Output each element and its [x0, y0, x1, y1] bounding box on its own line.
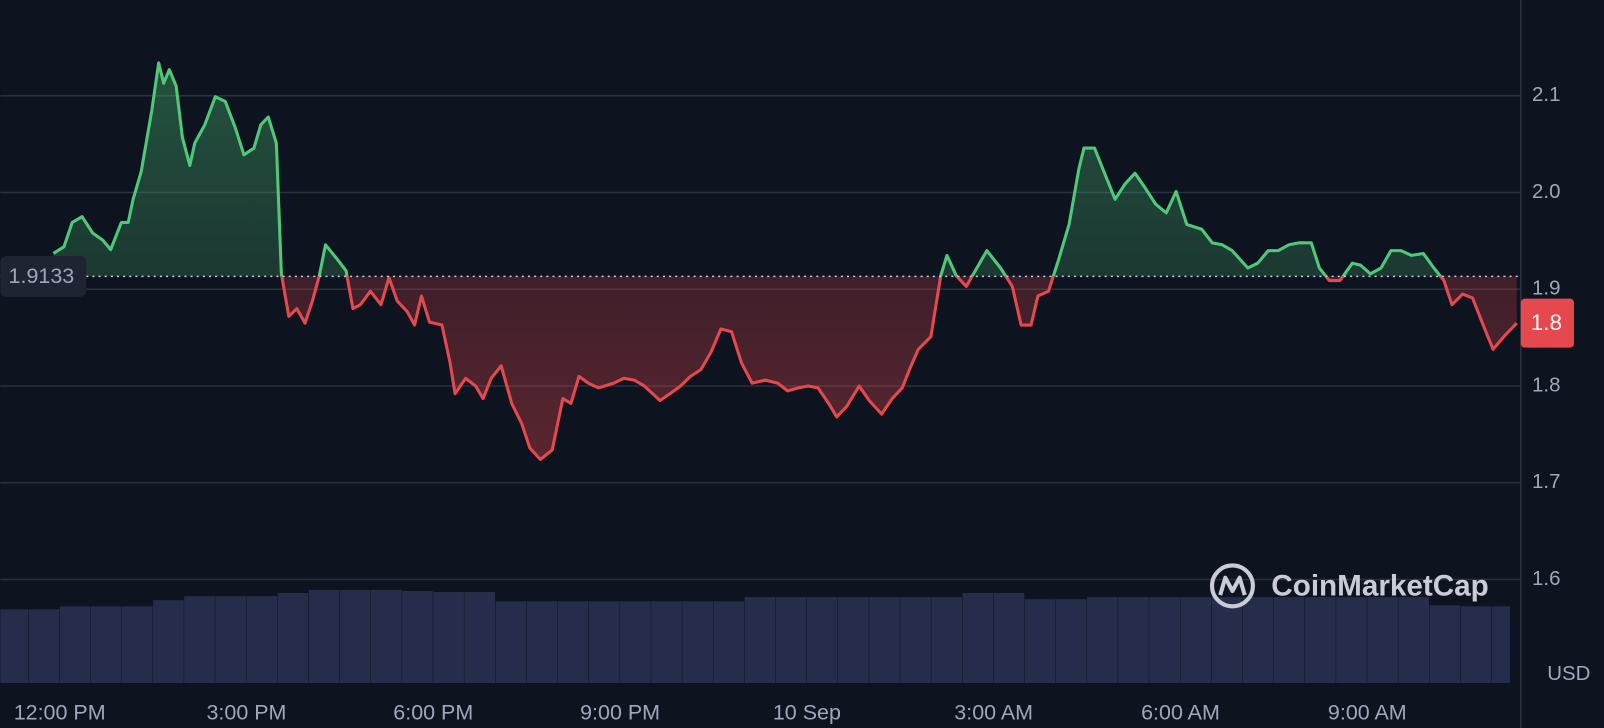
volume-bar — [1055, 599, 1087, 684]
line-down — [280, 276, 1518, 462]
price-tag — [1520, 298, 1574, 348]
volume-bar — [557, 601, 589, 684]
volume-bar — [28, 609, 60, 684]
volume-bar — [1118, 597, 1149, 684]
volume-bar — [1491, 606, 1511, 684]
price-tag-label: 1.8 — [1531, 310, 1562, 335]
x-tick-label: 3:00 PM — [206, 700, 286, 724]
y-tick-label: 1.6 — [1532, 567, 1560, 590]
y-tick-label: 2.0 — [1532, 180, 1560, 203]
volume-bar — [246, 596, 278, 684]
volume-bar — [1305, 597, 1336, 684]
volume-bar — [1087, 597, 1118, 684]
volume-bar — [1180, 597, 1212, 684]
volume-bar — [1398, 597, 1430, 684]
volume-bar — [1460, 606, 1492, 684]
plot — [0, 61, 1521, 462]
volume-bar — [713, 601, 745, 684]
x-tick-label: 6:00 AM — [1141, 700, 1220, 724]
y-tick-label: 1.7 — [1532, 470, 1560, 493]
volume-bar — [651, 601, 682, 684]
logo-icon — [1209, 563, 1255, 609]
x-tick-label: 6:00 PM — [393, 700, 473, 724]
volume-bar — [277, 593, 309, 684]
volume-bar — [806, 597, 838, 684]
volume-bar — [308, 589, 340, 684]
volume-bar — [1211, 597, 1243, 684]
volume-bar — [869, 597, 900, 684]
volume-bar — [339, 589, 371, 684]
volume-bar — [402, 590, 433, 684]
labels: 1.6 1.7 1.8 1.9 2.0 2.1 12:00 PM 3:00 PM 6:00 PM… — [0, 83, 1574, 724]
volume-bar — [744, 597, 776, 684]
volume-bar — [90, 606, 122, 684]
volume-bar — [682, 601, 713, 684]
volume-bar — [838, 597, 869, 684]
watermark-text: CoinMarketCap — [1271, 570, 1488, 603]
volume-bar — [59, 606, 91, 684]
volume-bar — [1242, 597, 1274, 684]
volume-bar — [1024, 599, 1056, 684]
x-tick-label: 12:00 PM — [14, 700, 106, 724]
baseline-label-box — [0, 255, 87, 297]
volume-bar — [900, 597, 931, 684]
volume-bar — [526, 601, 558, 684]
volume-bar — [1367, 597, 1398, 684]
volume-bar — [0, 609, 29, 684]
volume-bar — [620, 601, 651, 684]
y-tick-label: 1.8 — [1532, 373, 1560, 396]
volume-bar — [184, 596, 215, 684]
volume-bar — [121, 606, 153, 684]
volume-bar — [433, 592, 464, 684]
watermark: CoinMarketCap — [1209, 563, 1489, 609]
volume-bar — [1336, 597, 1367, 684]
volume-bar — [1149, 597, 1180, 684]
volume-bar — [993, 593, 1025, 684]
x-tick-label: 9:00 AM — [1328, 700, 1407, 724]
volume-bar — [1273, 597, 1305, 684]
volume-bar — [215, 596, 246, 684]
logo-mark — [1218, 575, 1247, 596]
x-tick-label: 9:00 PM — [580, 700, 660, 724]
unit-label: USD — [1547, 662, 1590, 685]
volume-bar — [588, 601, 620, 684]
volume-bar — [371, 589, 402, 684]
volume-bar — [153, 600, 184, 684]
volume — [0, 589, 1511, 684]
baseline-label: 1.9133 — [9, 264, 75, 288]
area-up — [53, 62, 1517, 277]
line-up — [52, 61, 1443, 277]
volume-bar — [775, 597, 807, 684]
y-tick-label: 1.9 — [1532, 277, 1560, 300]
area-down — [281, 276, 1517, 460]
x-tick-label: 3:00 AM — [954, 700, 1033, 724]
y-tick-label: 2.1 — [1532, 83, 1560, 106]
volume-bar — [495, 601, 527, 684]
volume-bar — [962, 593, 994, 684]
volume-bar — [931, 597, 963, 684]
volume-bar — [1429, 605, 1461, 684]
x-tick-label: 10 Sep — [773, 700, 841, 724]
volume-bar — [464, 592, 496, 684]
grid — [0, 95, 1521, 581]
